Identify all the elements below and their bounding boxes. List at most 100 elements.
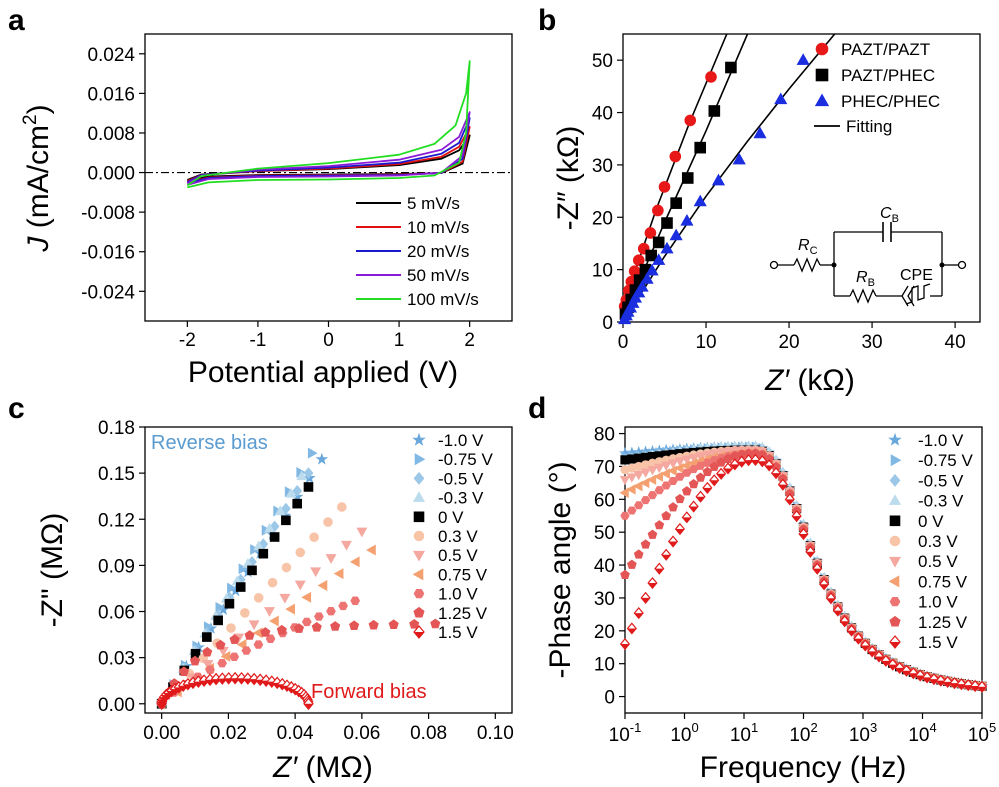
legend-label-d: 1.25 V xyxy=(918,613,968,632)
y-tick-label-d: 70 xyxy=(594,457,615,478)
data-point-d xyxy=(880,654,891,667)
y-tick-label-a: 0.008 xyxy=(87,124,135,145)
data-point-c xyxy=(224,598,235,609)
y-tick-label-a: -0.008 xyxy=(81,203,135,224)
y-tick-label-d: 50 xyxy=(594,523,615,544)
data-point-d xyxy=(681,455,693,465)
legend-marker-c xyxy=(412,491,426,502)
legend-label-c: -0.75 V xyxy=(438,450,493,469)
data-point-b xyxy=(774,92,788,105)
legend-marker-d xyxy=(888,556,902,568)
y-tick-label-b: 10 xyxy=(592,261,613,282)
equivalent-circuit: RC CB RB CPE xyxy=(769,205,967,307)
data-point-d xyxy=(633,480,643,492)
legend-label-c: 0 V xyxy=(438,508,464,527)
data-point-c xyxy=(253,592,264,603)
data-point-b xyxy=(645,263,659,276)
data-point-c xyxy=(337,502,347,512)
data-point-d xyxy=(640,591,651,605)
legend-label-a: 50 mV/s xyxy=(407,266,469,285)
data-point-d xyxy=(675,472,685,481)
y-tick-label-b: 40 xyxy=(592,104,613,125)
data-point-d xyxy=(674,457,686,467)
fit-line xyxy=(623,34,836,322)
data-point-d xyxy=(832,604,843,617)
x-tick-label-a: 0 xyxy=(323,330,334,351)
data-point-d xyxy=(709,474,720,487)
data-point-d xyxy=(627,506,637,515)
panel-b: 0 10 20 30 40 0 10 20 30 40 50 PAZT/PAZT PAZT/PHEC P… xyxy=(552,33,981,397)
data-point-c xyxy=(303,467,314,479)
data-point-b xyxy=(635,279,649,292)
x-tick-label-a: 2 xyxy=(464,330,475,351)
resistor-rb-icon xyxy=(849,288,877,304)
data-point-d xyxy=(661,548,672,561)
data-point-c xyxy=(349,620,360,631)
y-tick-label-b: 30 xyxy=(592,156,613,177)
data-point-d xyxy=(647,491,658,500)
y-tick-label-b: 0 xyxy=(602,313,613,334)
legend-marker-c xyxy=(413,588,425,599)
cv-curve xyxy=(186,117,471,185)
legend-marker-c xyxy=(412,568,424,581)
data-point-d xyxy=(667,459,679,469)
data-point-d xyxy=(695,472,706,482)
circuit-label-cb: CB xyxy=(880,205,899,225)
y-tick-label-c: 0.12 xyxy=(98,510,135,531)
legend-marker-b xyxy=(815,42,829,56)
data-point-c xyxy=(388,619,399,629)
data-point-b xyxy=(658,181,671,193)
data-point-d xyxy=(819,578,830,591)
legend-label-b: PAZT/PHEC xyxy=(841,66,935,85)
y-tick-label-b: 50 xyxy=(592,51,613,72)
data-point-c xyxy=(253,640,264,649)
data-point-c xyxy=(292,485,303,497)
data-point-b xyxy=(711,173,726,186)
data-point-c xyxy=(205,665,215,674)
data-point-d xyxy=(653,471,664,482)
forward-bias-annotation: Forward bias xyxy=(311,681,427,703)
data-point-c xyxy=(323,517,333,527)
data-point-c xyxy=(349,556,360,568)
data-point-d xyxy=(620,511,630,520)
data-point-c xyxy=(409,618,420,629)
legend-label-c: 0.75 V xyxy=(438,565,488,584)
data-point-c xyxy=(279,593,291,604)
data-point-d xyxy=(722,462,734,475)
circuit-label-cpe: CPE xyxy=(900,267,933,284)
y-tick-label-d: 80 xyxy=(594,425,615,446)
data-point-d xyxy=(764,459,775,472)
legend-marker-b xyxy=(814,93,830,107)
data-point-c xyxy=(241,646,252,655)
data-point-c xyxy=(341,540,352,551)
circuit-label-rc: RC xyxy=(798,237,818,257)
data-point-d xyxy=(661,510,672,521)
legend-marker-d xyxy=(889,473,901,487)
legend-label-b: PHEC/PHEC xyxy=(841,92,940,111)
data-point-d xyxy=(634,501,644,510)
data-point-c xyxy=(301,617,312,627)
x-tick-label-b: 0 xyxy=(618,332,629,353)
data-point-c xyxy=(217,672,228,685)
data-point-b xyxy=(652,204,664,217)
legend-marker-d xyxy=(888,494,902,505)
data-point-c xyxy=(293,623,305,633)
data-point-d xyxy=(640,496,651,505)
data-point-c xyxy=(269,615,279,627)
data-point-d xyxy=(674,462,684,474)
x-tick-label-d: 102 xyxy=(789,720,817,746)
data-point-b xyxy=(681,172,694,184)
x-tick-label-d: 105 xyxy=(968,720,996,746)
x-tick-label-c: 0.02 xyxy=(210,723,247,744)
data-point-b xyxy=(640,272,654,284)
data-point-c xyxy=(333,568,344,580)
data-point-b xyxy=(645,249,658,262)
y-tick-label-a: 0.016 xyxy=(87,84,135,105)
data-point-d xyxy=(667,535,679,548)
y-tick-label-d: 20 xyxy=(594,622,615,643)
x-tick-label-c: 0.08 xyxy=(410,723,447,744)
data-point-d xyxy=(770,467,782,480)
legend-label-a: 100 mV/s xyxy=(407,290,479,309)
data-point-c xyxy=(430,618,441,629)
data-point-d xyxy=(970,679,981,693)
